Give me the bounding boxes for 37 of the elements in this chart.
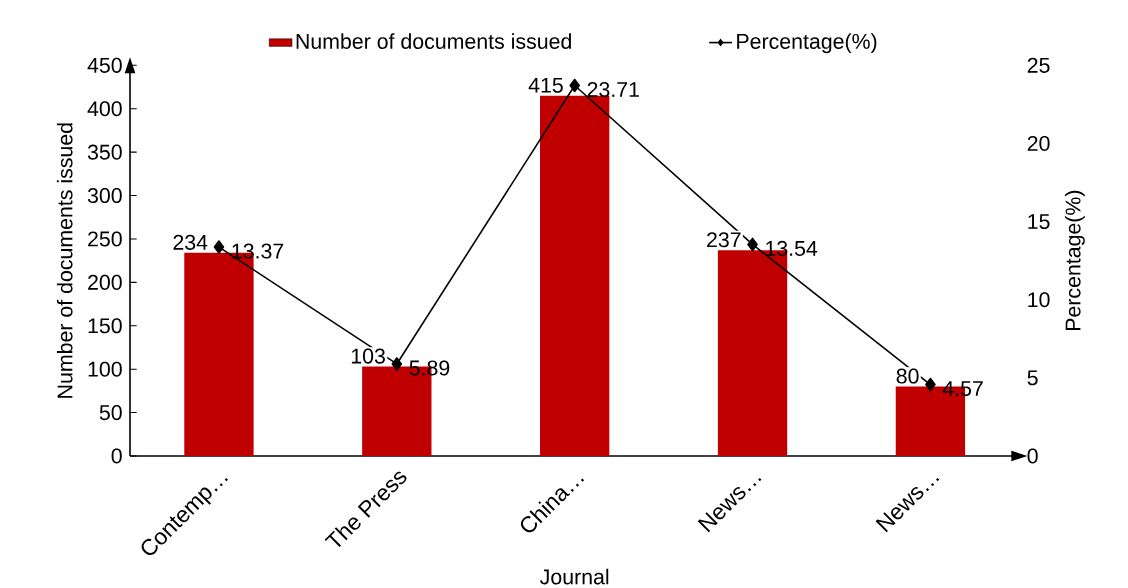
point xyxy=(569,78,580,93)
data-label: 234 xyxy=(173,234,208,250)
y-tick-label: 450 xyxy=(87,57,122,73)
y2-axis-title: Percentage(%) xyxy=(1064,190,1085,331)
y2-tick-label: 20 xyxy=(1027,135,1050,152)
data-label: 13.54 xyxy=(766,240,818,256)
y2-tick-label: 0 xyxy=(1027,448,1038,464)
data-label: 103 xyxy=(351,348,385,364)
y2-tick-label: 5 xyxy=(1027,370,1038,386)
x-axis-title: Journal xyxy=(540,568,609,585)
y-tick-label: 250 xyxy=(88,231,122,247)
y-tick-label: 300 xyxy=(87,188,122,204)
data-label: 5.89 xyxy=(409,360,450,376)
data-label: 80 xyxy=(896,368,919,384)
data-label: 415 xyxy=(528,77,563,93)
data-label: 23.71 xyxy=(587,81,639,98)
point xyxy=(925,377,936,392)
y-axis-title: Number of documents issued xyxy=(56,123,73,398)
y2-tick-label: 10 xyxy=(1028,292,1050,308)
data-label: 237 xyxy=(707,232,741,248)
y-tick-label: 100 xyxy=(88,361,122,377)
point xyxy=(747,237,758,252)
point xyxy=(391,357,403,371)
y2-tick-label: 25 xyxy=(1027,57,1050,73)
data-label: 4.57 xyxy=(942,381,983,397)
legend-label: Percentage(%) xyxy=(737,33,877,54)
legend-label: Number of documents issued xyxy=(296,33,571,49)
y-tick-label: 0 xyxy=(111,448,122,464)
y-tick-label: 200 xyxy=(88,274,122,290)
point xyxy=(213,240,225,254)
y-tick-label: 400 xyxy=(87,101,122,117)
data-label: 13.37 xyxy=(232,243,284,259)
y-tick-label: 350 xyxy=(87,144,122,160)
y2-tick-label: 15 xyxy=(1028,214,1050,230)
bar xyxy=(540,95,610,456)
y-tick-label: 150 xyxy=(88,318,122,334)
y-tick-label: 50 xyxy=(99,405,122,421)
